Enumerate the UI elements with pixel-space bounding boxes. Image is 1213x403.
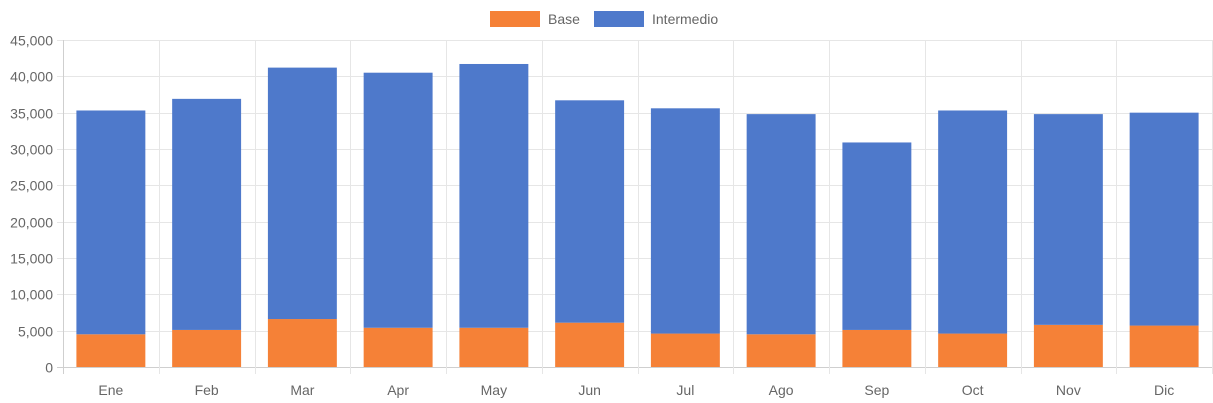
bar-base-may[interactable] [459, 327, 529, 367]
y-tick-label: 35,000 [10, 106, 53, 122]
bar-base-nov[interactable] [1033, 324, 1103, 367]
bars [76, 63, 1199, 367]
bar-intermedio-feb[interactable] [172, 98, 242, 330]
legend: Base Intermedio [490, 11, 718, 27]
bar-intermedio-nov[interactable] [1033, 114, 1103, 325]
bar-base-jun[interactable] [555, 322, 625, 367]
legend-swatch-intermedio [594, 11, 644, 27]
x-tick-label: Jul [676, 382, 694, 398]
bar-base-ago[interactable] [746, 334, 816, 367]
y-tick-label: 20,000 [10, 215, 53, 231]
y-tick-label: 15,000 [10, 251, 53, 267]
x-tick-label: Mar [290, 382, 314, 398]
y-tick-label: 10,000 [10, 287, 53, 303]
bar-intermedio-dic[interactable] [1129, 112, 1199, 326]
bar-intermedio-oct[interactable] [938, 110, 1008, 334]
y-axis-ticks: 0 5,000 10,000 15,000 20,000 25,000 30,000 35,0… [10, 33, 53, 376]
y-tick-label: 0 [45, 360, 53, 376]
bar-base-mar[interactable] [267, 319, 337, 367]
y-tick-label: 5,000 [18, 324, 53, 340]
x-tick-label: Dic [1154, 382, 1174, 398]
bar-base-ene[interactable] [76, 334, 146, 367]
x-tick-label: Ene [98, 382, 123, 398]
bar-base-sep[interactable] [842, 329, 912, 367]
bar-base-oct[interactable] [938, 333, 1008, 367]
bar-base-feb[interactable] [172, 329, 242, 367]
bar-intermedio-ago[interactable] [746, 114, 816, 335]
bar-intermedio-mar[interactable] [267, 67, 337, 320]
x-tick-label: Oct [962, 382, 984, 398]
x-tick-label: Feb [195, 382, 219, 398]
x-tick-label: Ago [769, 382, 794, 398]
legend-label-base: Base [548, 11, 580, 27]
bar-intermedio-jul[interactable] [650, 108, 720, 334]
legend-label-intermedio: Intermedio [652, 11, 718, 27]
y-tick-label: 40,000 [10, 69, 53, 85]
bar-base-dic[interactable] [1129, 325, 1199, 367]
bar-intermedio-may[interactable] [459, 63, 529, 328]
y-tick-label: 30,000 [10, 142, 53, 158]
x-tick-label: Jun [578, 382, 601, 398]
bar-intermedio-jun[interactable] [555, 100, 625, 323]
bar-intermedio-sep[interactable] [842, 142, 912, 330]
legend-item-intermedio[interactable]: Intermedio [594, 11, 718, 27]
x-tick-label: May [481, 382, 507, 398]
legend-swatch-base [490, 11, 540, 27]
y-tick-label: 45,000 [10, 33, 53, 49]
x-tick-label: Sep [864, 382, 889, 398]
x-tick-label: Apr [387, 382, 409, 398]
bar-intermedio-ene[interactable] [76, 110, 146, 335]
x-tick-label: Nov [1056, 382, 1081, 398]
bar-intermedio-apr[interactable] [363, 72, 433, 328]
bar-base-jul[interactable] [650, 333, 720, 367]
y-tick-label: 25,000 [10, 178, 53, 194]
legend-item-base[interactable]: Base [490, 11, 580, 27]
bar-base-apr[interactable] [363, 327, 433, 367]
x-axis-ticks: Ene Feb Mar Apr May Jun Jul Ago Sep Oct Nov Dic [98, 382, 1174, 398]
